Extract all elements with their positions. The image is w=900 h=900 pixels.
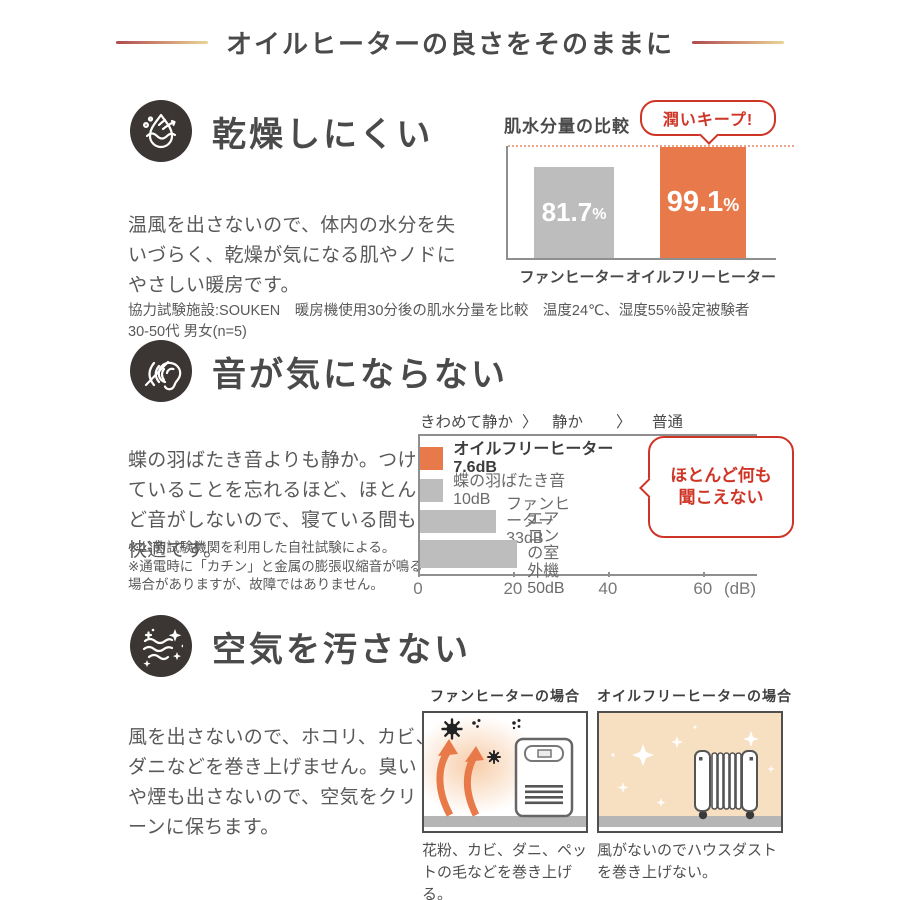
panel-oil-title: オイルフリーヒーターの場合 — [597, 688, 792, 704]
footnote-line: ※公的試験機関を利用した自社試験による。 — [128, 540, 396, 555]
page-title-row: オイルヒーターの良さをそのままに — [0, 24, 900, 61]
bar-unit: % — [592, 206, 607, 224]
bar-value: 81.7 — [541, 196, 593, 227]
panel-fan-box — [422, 711, 588, 833]
section-dry-header: 乾燥しにくい — [130, 100, 433, 162]
scale-label-quiet: 静か — [552, 414, 584, 431]
x-tick-label: 60 — [693, 579, 713, 598]
feature-icon-circle — [130, 100, 192, 162]
moisture-chart-title: 肌水分量の比較 — [504, 117, 630, 136]
noise-bar-row: エアコンの室外機 50dB — [420, 511, 565, 597]
title-rule-right — [692, 41, 784, 44]
scale-separator: 〉 — [522, 414, 538, 431]
moisture-target-line — [508, 145, 794, 148]
bar-oil-free-heater: 99.1% — [660, 147, 746, 258]
noise-bar-ac-outdoor-unit — [420, 540, 518, 568]
oil-free-heater-clean-air-illustration — [599, 713, 781, 827]
moisture-comparison-chart: 肌水分量の比較 潤いキープ! 81.7% 99.1% ファンヒーター オイルフリ… — [486, 100, 794, 286]
section-quiet-header: 音が気にならない — [130, 340, 508, 402]
section-clean-body: 風を出さないので、ホコリ、カビ、ダニなどを巻き上げません。臭いや煙も出さないので… — [128, 727, 435, 839]
moisture-callout-bubble: 潤いキープ! — [640, 100, 776, 145]
panel-fan-caption: 花粉、カビ、ダニ、ペットの毛などを巻き上げる。 — [422, 842, 588, 900]
noise-callout-text: ほとんど何も 聞こえない — [670, 466, 772, 508]
ear-mute-icon — [144, 360, 182, 391]
bar-fan-heater: 81.7% — [534, 166, 614, 258]
scale-label-normal: 普通 — [652, 414, 684, 431]
section-quiet-heading: 音が気にならない — [212, 355, 508, 394]
section-clean-header: 空気を汚さない — [130, 615, 471, 677]
x-tick-mark — [418, 572, 420, 577]
fan-heater-blowing-dust-illustration — [424, 715, 586, 827]
noise-bar-label: ファンヒーター 33dB — [506, 495, 571, 548]
page-title: オイルヒーターの良さをそのままに — [225, 29, 674, 59]
noise-bar-label: エアコンの室外機 50dB — [527, 510, 565, 597]
scale-label-extremely-quiet: きわめて静か — [420, 414, 514, 431]
section-dry-body: 温風を出さないので、体内の水分を失いづらく、乾燥が気になる肌やノドにやさしい暖房… — [128, 215, 457, 297]
noise-bar-row: 蝶の羽ばたき音 10dB — [420, 473, 584, 508]
noise-bar-label: オイルフリーヒーター 7.6dB — [453, 441, 614, 476]
panel-oil-box — [597, 711, 783, 833]
x-axis-unit-label: (dB) — [723, 579, 757, 598]
panel-fan-heater-case: ファンヒーターの場合 — [422, 686, 588, 900]
panel-oil-caption: 風がないのでハウスダストを巻き上げない。 — [597, 842, 778, 881]
title-rule-left — [115, 41, 208, 44]
moisture-callout-text: 潤いキープ! — [662, 112, 754, 129]
footnote-line: ※通電時に「カチン」と金属の膨張収縮音が鳴る場合がありますが、故障ではありません… — [128, 558, 423, 593]
clean-air-icon — [142, 628, 183, 668]
noise-bar-label: 蝶の羽ばたき音 10dB — [453, 473, 566, 508]
x-tick-mark — [512, 572, 515, 577]
noise-x-axis: 0 20 40 60 (dB) — [413, 572, 757, 604]
section-quiet-footnotes: ※公的試験機関を利用した自社試験による。 ※通電時に「カチン」と金属の膨張収縮音… — [128, 539, 426, 595]
section-clean-heading: 空気を汚さない — [212, 630, 471, 669]
panel-oil-free-heater-case: オイルフリーヒーターの場合 — [597, 686, 792, 884]
scale-separator: 〉 — [616, 414, 632, 431]
noise-bar-fan-heater — [420, 510, 497, 533]
panel-fan-title: ファンヒーターの場合 — [430, 688, 580, 704]
water-drop-icon — [142, 113, 177, 149]
x-tick-label: 0 — [413, 579, 423, 598]
noise-bar-oil-free-heater — [420, 447, 444, 470]
noise-bar-row: オイルフリーヒーター 7.6dB — [420, 441, 638, 476]
x-tick-mark — [607, 572, 610, 577]
section-quiet-body: 蝶の羽ばたき音よりも静か。つけていることを忘れるほど、ほとんど音がしないので、寝… — [128, 450, 417, 562]
section-dry-heading: 乾燥しにくい — [212, 115, 434, 154]
x-tick-mark — [702, 572, 705, 577]
bar-unit: % — [723, 195, 740, 215]
noise-bar-row: ファンヒーター 33dB — [420, 496, 584, 547]
moisture-plot-area: 81.7% 99.1% — [506, 145, 794, 260]
category-label-fan-heater: ファンヒーター — [519, 269, 625, 286]
category-label-oil-free-heater: オイルフリーヒーター — [625, 269, 777, 286]
x-tick-label: 20 — [503, 579, 523, 598]
noise-callout-bubble: ほとんど何も 聞こえない — [639, 436, 794, 539]
feature-icon-circle — [130, 615, 192, 677]
x-tick-label: 40 — [598, 579, 618, 598]
noise-bar-butterfly — [420, 479, 444, 502]
noise-level-chart: きわめて静か 〉 静か 〉 普通 オイルフリーヒーター 7.6dB 蝶の羽ばたき… — [413, 406, 796, 610]
noise-plot-area: オイルフリーヒーター 7.6dB 蝶の羽ばたき音 10dB ファンヒーター 33… — [418, 434, 757, 597]
feature-icon-circle — [130, 340, 192, 402]
section-dry-footnote: 協力試験施設:SOUKEN 暖房機使用30分後の肌水分量を比較 温度24℃、湿度… — [128, 302, 750, 340]
bar-value: 99.1 — [666, 186, 724, 218]
